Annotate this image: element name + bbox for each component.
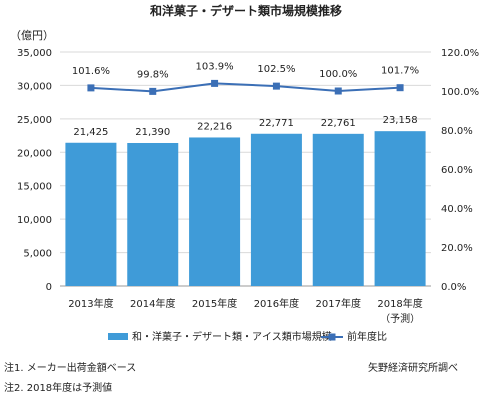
left-tick-label: 15,000 xyxy=(17,182,52,193)
right-axis-ticks: 0.0% 20.0% 40.0% 60.0% 80.0% 100.0% 120.0% xyxy=(441,48,479,293)
right-tick-label: 0.0% xyxy=(441,282,466,293)
bar-value-label: 21,425 xyxy=(73,127,108,138)
x-tick-label: 2015年度 xyxy=(192,297,237,310)
right-tick-label: 40.0% xyxy=(441,204,473,215)
bar-value-label: 23,158 xyxy=(383,115,418,126)
x-tick-label: 2016年度 xyxy=(254,297,299,310)
legend-bar-label: 和・洋菓子・デザート類・アイス類市場規模 xyxy=(132,330,332,343)
legend-line-marker xyxy=(328,333,336,341)
x-axis-labels: 2013年度 2014年度 2015年度 2016年度 2017年度 2018年度 （予測） xyxy=(68,297,423,325)
chart-title: 和洋菓子・デザート類市場規模推移 xyxy=(149,3,342,18)
gridlines xyxy=(60,51,431,287)
ratio-line-series xyxy=(87,79,404,95)
left-tick-label: 5,000 xyxy=(23,249,52,260)
left-tick-label: 35,000 xyxy=(17,48,52,59)
legend: 和・洋菓子・デザート類・アイス類市場規模 前年度比 xyxy=(108,330,387,343)
x-tick-label: 2017年度 xyxy=(316,297,361,310)
left-tick-label: 25,000 xyxy=(17,115,52,126)
ratio-point xyxy=(334,87,342,95)
ratio-line xyxy=(90,82,401,93)
ratio-value-labels: 101.6% 99.8% 103.9% 102.5% 100.0% 101.7% xyxy=(72,61,419,80)
bar xyxy=(189,137,241,286)
ratio-value-label: 102.5% xyxy=(257,64,295,75)
x-tick-note: （予測） xyxy=(380,312,420,325)
ratio-point xyxy=(211,79,219,87)
ratio-point xyxy=(396,84,404,92)
left-tick-label: 10,000 xyxy=(17,215,52,226)
footnote-1: 注1. メーカー出荷金額ベース xyxy=(4,363,137,374)
x-tick-label: 2018年度 xyxy=(377,297,422,310)
ratio-value-label: 101.6% xyxy=(72,66,110,77)
bar-series xyxy=(65,131,426,286)
x-tick-label: 2013年度 xyxy=(68,297,113,310)
bar-value-label: 22,216 xyxy=(197,121,232,132)
bar-value-label: 22,761 xyxy=(321,118,356,129)
right-tick-label: 20.0% xyxy=(441,243,473,254)
ratio-value-label: 100.0% xyxy=(319,69,357,80)
right-tick-label: 100.0% xyxy=(441,87,479,98)
bar xyxy=(374,131,426,286)
ratio-value-label: 103.9% xyxy=(196,61,234,72)
right-tick-label: 120.0% xyxy=(441,48,479,59)
ratio-point xyxy=(272,82,280,90)
bar-value-labels: 21,425 21,390 22,216 22,771 22,761 23,158 xyxy=(73,115,417,138)
ratio-value-label: 99.8% xyxy=(137,69,169,80)
right-tick-label: 60.0% xyxy=(441,165,473,176)
footnote-2: 注2. 2018年度は予測値 xyxy=(4,383,113,394)
bar xyxy=(312,133,364,286)
bar xyxy=(127,142,179,286)
bar-value-label: 22,771 xyxy=(259,118,294,129)
left-tick-label: 20,000 xyxy=(17,148,52,159)
left-axis-unit: （億円） xyxy=(10,29,54,42)
ratio-value-label: 101.7% xyxy=(381,66,419,77)
left-tick-label: 0 xyxy=(46,282,52,293)
bar xyxy=(250,133,302,286)
ratio-point xyxy=(149,87,157,95)
left-tick-label: 30,000 xyxy=(17,81,52,92)
x-tick-label: 2014年度 xyxy=(130,297,175,310)
legend-bar-swatch xyxy=(108,333,128,340)
ratio-point xyxy=(87,84,95,92)
left-axis-ticks: 0 5,000 10,000 15,000 20,000 25,000 30,000 35,0… xyxy=(17,48,52,293)
source-note: 矢野経済研究所調べ xyxy=(368,363,458,374)
right-tick-label: 80.0% xyxy=(441,126,473,137)
legend-line-label: 前年度比 xyxy=(347,330,387,343)
bar-value-label: 21,390 xyxy=(135,127,170,138)
bar xyxy=(65,142,117,286)
